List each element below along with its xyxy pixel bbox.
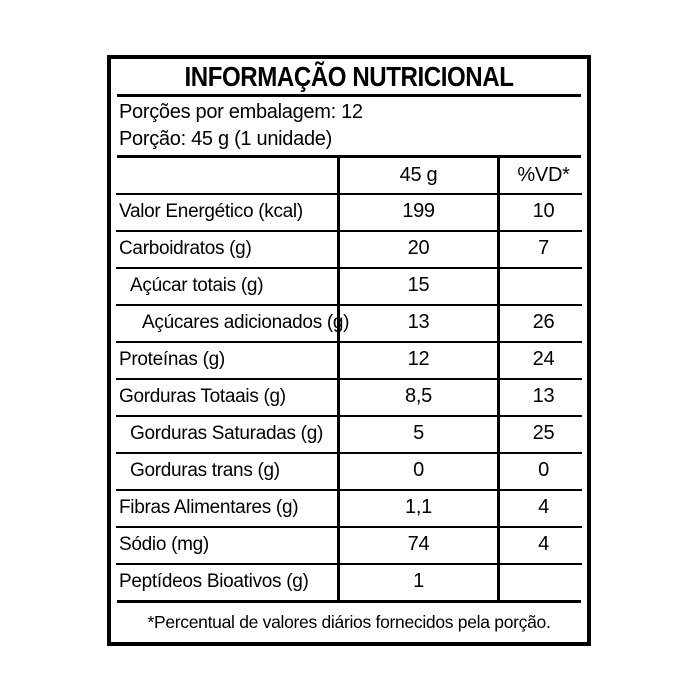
servings-per-package: Porções por embalagem: 12 <box>119 101 363 123</box>
table-row: Gorduras trans (g) 0 0 <box>111 452 587 489</box>
table-row: Peptídeos Bioativos (g) 1 <box>111 563 587 600</box>
nutrient-label: Gorduras Totaais (g) <box>119 385 286 407</box>
table-row: Gorduras Totaais (g) 8,5 13 <box>111 378 587 415</box>
table-row: Fibras Alimentares (g) 1,1 4 <box>111 489 587 526</box>
table-row: Valor Energético (kcal) 199 10 <box>111 193 587 230</box>
table-row: Gorduras Saturadas (g) 5 25 <box>111 415 587 452</box>
daily-value: 25 <box>497 415 587 452</box>
amount-value: 8,5 <box>337 378 497 415</box>
nutrient-label: Fibras Alimentares (g) <box>119 496 299 518</box>
title-divider <box>117 94 581 97</box>
table-header-row: 45 g %VD* <box>111 158 587 193</box>
amount-value: 12 <box>337 341 497 378</box>
amount-value: 20 <box>337 230 497 267</box>
daily-value: 4 <box>497 489 587 526</box>
column-header-daily-value: %VD* <box>497 158 587 193</box>
daily-value <box>497 267 587 304</box>
column-header-nutrient <box>111 158 337 193</box>
nutrient-label: Açúcar totais (g) <box>130 274 264 296</box>
daily-value <box>497 563 587 600</box>
daily-value: 13 <box>497 378 587 415</box>
column-header-amount: 45 g <box>337 158 497 193</box>
serving-size: Porção: 45 g (1 unidade) <box>119 128 332 150</box>
footnote: *Percentual de valores diários fornecido… <box>147 612 551 632</box>
amount-value: 74 <box>337 526 497 563</box>
daily-value: 0 <box>497 452 587 489</box>
panel-title: INFORMAÇÃO NUTRICIONAL <box>184 60 514 92</box>
nutrient-label: Sódio (mg) <box>119 533 209 555</box>
table-row: Sódio (mg) 74 4 <box>111 526 587 563</box>
amount-value: 1,1 <box>337 489 497 526</box>
serving-info: Porções por embalagem: 12 Porção: 45 g (… <box>111 97 587 155</box>
amount-value: 0 <box>337 452 497 489</box>
daily-value: 10 <box>497 193 587 230</box>
nutrient-label: Gorduras Saturadas (g) <box>130 422 323 444</box>
amount-value: 5 <box>337 415 497 452</box>
footnote-divider <box>117 600 581 603</box>
nutrition-table: 45 g %VD* Valor Energético (kcal) 199 10… <box>111 158 587 600</box>
table-row: Carboidratos (g) 20 7 <box>111 230 587 267</box>
table-row: Proteínas (g) 12 24 <box>111 341 587 378</box>
nutrient-label: Peptídeos Bioativos (g) <box>119 570 309 592</box>
amount-value: 199 <box>337 193 497 230</box>
daily-value: 24 <box>497 341 587 378</box>
daily-value: 4 <box>497 526 587 563</box>
nutrient-label: Valor Energético (kcal) <box>119 200 303 222</box>
nutrition-facts-panel: INFORMAÇÃO NUTRICIONAL Porções por embal… <box>107 55 591 646</box>
table-row: Açúcares adicionados (g) 13 26 <box>111 304 587 341</box>
nutrient-label: Carboidratos (g) <box>119 237 252 259</box>
serving-divider <box>117 155 581 158</box>
table-row: Açúcar totais (g) 15 <box>111 267 587 304</box>
nutrient-label: Açúcares adicionados (g) <box>142 311 350 333</box>
nutrient-label: Gorduras trans (g) <box>130 459 280 481</box>
nutrient-label: Proteínas (g) <box>119 348 225 370</box>
amount-value: 1 <box>337 563 497 600</box>
amount-value: 13 <box>337 304 497 341</box>
amount-value: 15 <box>337 267 497 304</box>
daily-value: 26 <box>497 304 587 341</box>
daily-value: 7 <box>497 230 587 267</box>
